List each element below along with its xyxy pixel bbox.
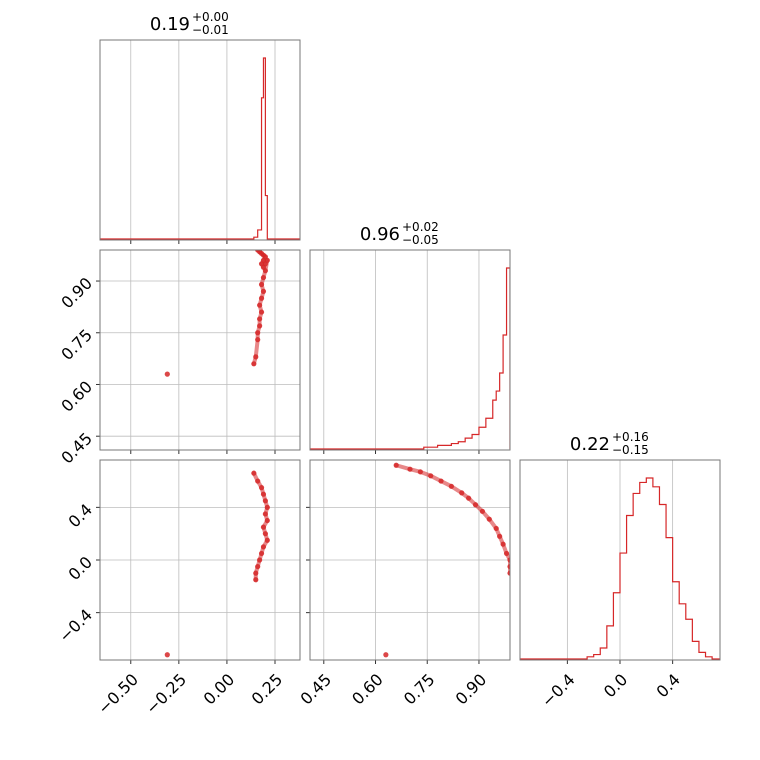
hist-bin — [659, 504, 666, 659]
y-tick-label: 0.0 — [65, 553, 96, 584]
x-tick-label: −0.4 — [538, 670, 579, 711]
x-tick-label: 0.4 — [653, 670, 684, 701]
hist-bin — [633, 493, 640, 659]
scatter-point — [164, 371, 170, 377]
hist-bin — [627, 516, 634, 659]
panel-title-upper: +0.02 — [402, 220, 439, 234]
x-tick-label: 0.45 — [296, 670, 335, 709]
x-tick-label: 0.90 — [452, 670, 491, 709]
hist-bars — [310, 267, 510, 450]
panel-title: 0.22 — [570, 434, 610, 455]
hist-bin — [646, 478, 653, 659]
x-tick-label: 0.60 — [348, 670, 387, 709]
y-tick-label: 0.45 — [57, 429, 96, 468]
hist-bin — [699, 652, 706, 659]
hist-outline — [520, 477, 720, 660]
hist-bars — [100, 57, 300, 240]
hist-outline — [310, 267, 510, 450]
hist-bin — [486, 418, 493, 449]
x-tick-label: 0.00 — [200, 670, 239, 709]
hist-bin — [686, 619, 693, 659]
scatter-points — [383, 462, 510, 658]
hist-outline — [100, 57, 300, 240]
hist-bin — [458, 442, 465, 449]
panel-title-lower: −0.01 — [192, 23, 229, 37]
panel-p5: −0.4 0.0 0.4 0.22 +0.16−0.15 — [519, 430, 721, 711]
y-tick-label: 0.4 — [65, 500, 96, 531]
scatter-point — [164, 652, 170, 658]
panel-p4: 0.45 0.60 0.75 0.90 — [296, 459, 511, 709]
axes-frame — [519, 459, 721, 661]
axes-frame — [309, 459, 511, 661]
contour-band — [251, 250, 270, 366]
contour-band — [251, 471, 270, 582]
axes-frame — [99, 39, 301, 241]
axes-frame — [309, 249, 511, 451]
scatter-points — [164, 250, 270, 377]
hist-bin — [620, 553, 627, 659]
hist-bin — [679, 604, 686, 659]
hist-bin — [640, 482, 647, 659]
hist-bin — [479, 427, 486, 449]
hist-bin — [451, 444, 458, 449]
x-tick-label: 0.75 — [400, 670, 439, 709]
hist-bin — [465, 438, 472, 449]
panel-p2: 0.96 +0.02−0.05 — [309, 220, 511, 454]
y-tick-label: 0.75 — [57, 325, 96, 364]
hist-bin — [666, 538, 673, 659]
x-tick-label: −0.50 — [94, 670, 142, 718]
hist-bin — [594, 655, 601, 659]
x-tick-label: −0.25 — [142, 670, 190, 718]
hist-bin — [692, 641, 699, 659]
y-tick-label: −0.4 — [55, 605, 96, 646]
panel-title: 0.19 — [150, 14, 190, 35]
axes-frame — [99, 249, 301, 451]
panel-title-lower: −0.05 — [402, 233, 439, 247]
hist-bin — [673, 582, 680, 659]
hist-bin — [653, 487, 660, 659]
hist-bin — [607, 626, 614, 659]
panel-title-lower: −0.15 — [612, 443, 649, 457]
y-tick-label: 0.60 — [57, 377, 96, 416]
contour-band — [394, 463, 510, 576]
axes-frame — [99, 459, 301, 661]
hist-bars — [520, 477, 720, 660]
panel-title-upper: +0.16 — [612, 430, 649, 444]
hist-bin — [613, 593, 620, 659]
scatter-points — [164, 470, 270, 658]
hist-bin — [472, 435, 479, 449]
panel-p1: 0.45 0.60 0.75 0.90 — [57, 249, 301, 468]
panel-title-upper: +0.00 — [192, 10, 229, 24]
scatter-point — [383, 652, 389, 658]
panel-p3: −0.50 −0.25 0.00 0.25 −0.4 0.0 0.4 — [55, 459, 301, 718]
panel-title: 0.96 — [360, 224, 400, 245]
panel-p0: 0.19 +0.00−0.01 — [99, 10, 301, 244]
hist-bin — [600, 648, 607, 659]
y-tick-label: 0.90 — [57, 274, 96, 313]
x-tick-label: 0.25 — [248, 670, 287, 709]
x-tick-label: 0.0 — [600, 670, 631, 701]
